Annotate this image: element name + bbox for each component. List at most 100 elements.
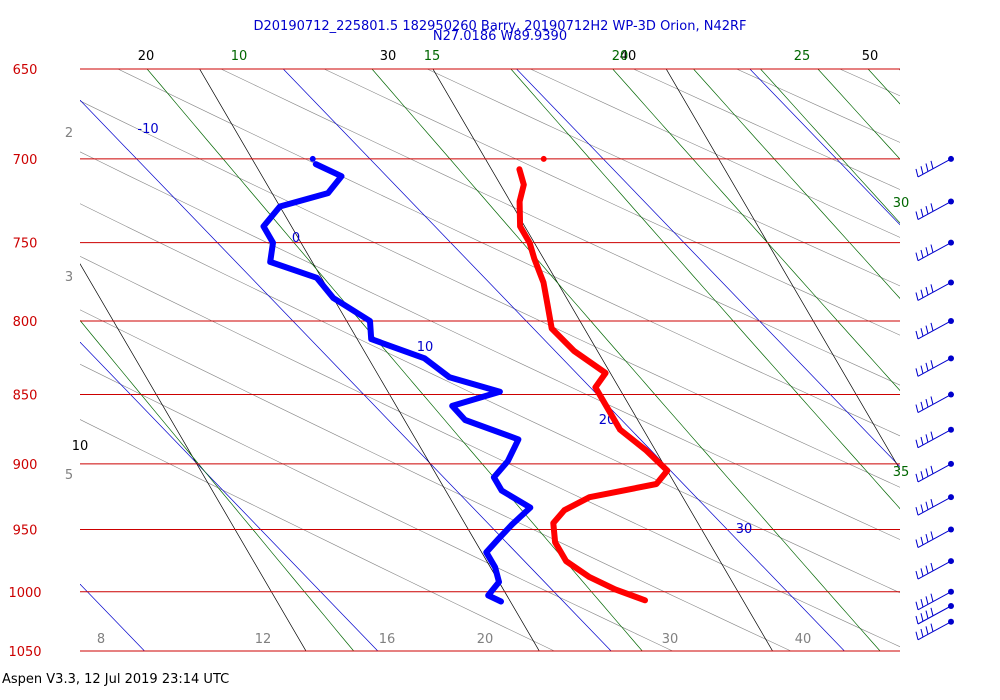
dry-adiabat	[529, 69, 900, 238]
top-mixing-ratio-label: 15	[424, 49, 441, 64]
wind-barb-feather	[930, 562, 934, 572]
wind-barb-dot	[948, 198, 954, 205]
bottom-label: 8	[97, 632, 105, 647]
wind-barb-staff	[917, 320, 952, 340]
left-temperature-label: 10	[72, 439, 89, 454]
wind-barb-feather	[915, 292, 919, 301]
top-temperature-label: 50	[862, 49, 879, 64]
dry-adiabat	[735, 69, 900, 143]
dewpoint-profile	[260, 161, 534, 605]
dry-adiabat	[927, 0, 1000, 700]
theta-e-line	[80, 341, 379, 651]
wind-barb-staff	[917, 560, 952, 580]
pressure-label: 950	[13, 524, 38, 539]
mixing-ratio-line	[867, 69, 900, 105]
theta-e-line	[80, 99, 612, 651]
wind-barb-feather	[925, 163, 929, 172]
top-temperature-label: 40	[620, 49, 637, 64]
wind-barb-feather	[920, 328, 924, 337]
wind-barb-dot	[948, 239, 954, 246]
wind-barb-feather	[920, 613, 924, 622]
wind-barb-dot	[948, 618, 954, 625]
wind-barb-feather	[930, 623, 934, 632]
dry-adiabat	[80, 309, 792, 651]
wind-barb-feather	[915, 601, 919, 610]
wind-barb-dot	[948, 155, 954, 162]
wind-barb-feather	[925, 362, 929, 372]
wind-barb-staff	[917, 463, 952, 483]
wind-barb-feather	[915, 168, 919, 178]
pressure-label: 650	[13, 63, 38, 78]
wind-barb-feather	[920, 365, 924, 374]
top-temperature-label: 20	[138, 49, 155, 64]
theta-e-line	[516, 69, 900, 468]
mixing-ratio-line	[80, 319, 355, 651]
left-adiabat-label: 3	[65, 270, 73, 285]
bottom-label: 20	[477, 632, 494, 647]
wind-barb-feather	[915, 615, 919, 625]
wind-barb-feather	[915, 570, 919, 580]
wind-barb-feather	[920, 166, 924, 175]
wind-barb-feather	[920, 289, 924, 298]
wind-barb-dot	[948, 426, 954, 433]
dewpoint-start-marker	[309, 155, 316, 162]
wind-barb-feather	[920, 536, 924, 545]
pressure-label: 800	[13, 315, 38, 330]
pressure-label: 1000	[8, 586, 41, 601]
bottom-label: 12	[255, 632, 272, 647]
isotherm-line	[199, 69, 540, 651]
wind-barb-feather	[930, 465, 934, 474]
wind-barb-feather	[925, 434, 929, 443]
dry-adiabat	[323, 69, 900, 336]
temperature-profile	[516, 166, 671, 604]
isotherm-line	[80, 263, 307, 651]
wind-barb-feather	[930, 160, 934, 169]
wind-barb-feather	[925, 596, 929, 605]
theta-e-label: 10	[417, 340, 434, 355]
dry-adiabat	[725, 0, 1000, 700]
right-mixing-ratio-label: 30	[893, 196, 910, 211]
mixing-ratio-line	[693, 69, 900, 299]
wind-barb-feather	[920, 208, 924, 217]
wind-barb-dot	[948, 494, 954, 501]
wind-barb-feather	[915, 368, 919, 377]
wind-barb-dot	[948, 526, 954, 533]
theta-e-label: 30	[736, 522, 753, 537]
wind-barb-staff	[917, 496, 952, 516]
wind-barb-dot	[948, 279, 954, 286]
wind-barb-feather	[925, 247, 929, 256]
wind-barb-feather	[920, 568, 924, 577]
wind-barb-feather	[930, 360, 934, 369]
theta-e-line	[80, 583, 145, 651]
dry-adiabat	[839, 69, 900, 97]
wind-barb-dot	[948, 391, 954, 398]
left-adiabat-label: 2	[65, 126, 73, 141]
wind-barb-feather	[915, 252, 919, 261]
wind-barb-feather	[920, 504, 924, 513]
wind-barb-staff	[917, 158, 952, 178]
wind-barb-dot	[948, 460, 954, 467]
wind-barb-staff	[917, 591, 952, 611]
wind-barb-feather	[915, 539, 919, 548]
wind-barb-dot	[948, 317, 954, 324]
wind-barb-feather	[930, 244, 934, 253]
wind-barb-feather	[920, 598, 924, 608]
theta-e-label: -10	[137, 122, 158, 137]
theta-e-line	[282, 69, 845, 651]
chart-subtitle: N27.0186 W89.9390	[432, 29, 568, 44]
wind-barb-staff	[917, 394, 952, 413]
wind-barb-staff	[917, 529, 952, 548]
bottom-label: 40	[795, 632, 812, 647]
dry-adiabat	[426, 69, 900, 287]
wind-barb-dot	[948, 355, 954, 362]
wind-barb-staff	[917, 357, 952, 377]
wind-barb-dot	[948, 588, 954, 595]
wind-barb-feather	[930, 284, 934, 293]
wind-barb-staff	[917, 429, 952, 449]
dry-adiabat	[220, 69, 900, 386]
pressure-label: 750	[13, 237, 38, 252]
wind-barb-feather	[920, 436, 924, 446]
